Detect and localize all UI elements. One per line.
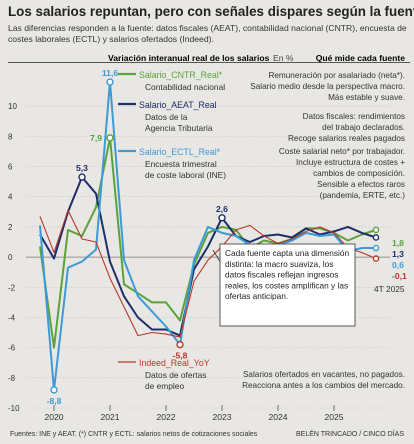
end-label-indeed: -0,1 [392,271,407,281]
page-title: Los salarios repuntan, pero con señales … [8,4,414,19]
column-unit-left: En % [273,53,294,63]
value-label: 11,6 [102,68,118,78]
y-tick-label: -8 [8,374,16,383]
value-marker [218,214,226,222]
y-tick-label: 8 [8,132,13,141]
period-label: 4T 2025 [374,284,405,294]
series-line-cntr [39,136,377,349]
x-tick-label: 2023 [212,412,231,422]
legend-desc-cntr: Contabilidad nacional [145,82,225,92]
value-marker [176,340,184,349]
y-tick-label: -6 [8,344,16,353]
y-tick-label: 6 [8,163,13,172]
x-tick-label: 2025 [324,412,343,422]
x-axis-ticks: 2020 2021 2022 2023 2024 2025 [44,405,344,422]
y-tick-label: 4 [8,193,13,202]
legend-name-aeat: Salario_AEAT_Real [139,100,217,110]
y-tick-label: 0 [8,253,13,262]
source-explanation-indeed: Reacciona antes a los cambios del mercad… [242,381,405,390]
value-label: 5,3 [76,163,88,173]
end-label-ectl: 0,6 [392,260,404,270]
source-explanation-indeed: Salarios ofertados en vacantes, no pagad… [243,370,405,379]
end-label-aeat: 1,3 [392,249,404,259]
source-explanation-aeat: Datos fiscales: rendimientos [303,112,405,121]
chart-value-markers: 11,6 7,9 5,3 2,6 -5,8 -8,8 1,81,30,6-0,1 [47,68,407,406]
end-marker-aeat [372,234,380,241]
end-marker-indeed [372,255,380,262]
annotation-text: Cada fuente capta una dimensióndistinta:… [225,248,349,301]
column-title-right: Qué mide cada fuente [316,53,406,63]
y-tick-label: 2 [8,223,13,232]
series-line-indeed [39,209,377,338]
legend-desc-aeat: Agencia Tributaria [145,123,213,133]
series-line-aeat [39,176,377,337]
legend-name-indeed: Indeed_Real_YoY [139,358,210,368]
value-label: 2,6 [216,204,228,214]
legend-desc-aeat: Datos de la [145,112,188,122]
legend-name-ectl: Salario_ECTL_Real* [139,147,221,157]
source-explanation-ectl: Sensible a efectos raros [317,180,405,189]
annotation-box [219,243,356,327]
source-explanation-aeat: del trabajo declarados. [322,123,405,132]
footer-sources: Fuentes: INE y AEAT. (*) CNTR y ECTL: sa… [10,431,258,438]
value-label: -8,8 [47,396,62,406]
end-marker-cntr [372,226,380,234]
x-tick-label: 2020 [44,412,63,422]
y-axis-ticks: -10 -8 -6 -4 -2 0 2 4 6 8 10 [8,102,20,413]
y-tick-label: -4 [8,313,16,322]
source-explanation-ectl: Incluye estructura de costes + [296,158,405,167]
value-label: -5,8 [173,351,188,361]
x-tick-label: 2021 [100,412,119,422]
header-divider [8,62,410,63]
value-marker [106,134,114,142]
value-marker [50,386,58,394]
chart-legend: Salario_CNTR_Real* Contabilidad nacional R… [118,70,405,391]
legend-desc-indeed: de empleo [145,381,184,391]
column-title-left: Variación interanual real de los salario… [108,53,270,63]
source-explanation-cntr: Salario medio desde la perspectiva macro… [250,82,405,91]
value-marker [106,78,114,86]
source-explanation-ectl: Coste salarial neto* por trabajador. [279,147,405,156]
page-subtitle: Las diferencias responden a la fuente: d… [8,23,407,44]
chart-series-lines [39,81,377,391]
legend-desc-ectl: Encuesta trimestral [145,159,217,169]
annotation-line: Cada fuente capta una dimensión [225,248,349,258]
end-marker-ectl [372,244,380,252]
y-tick-label: -2 [8,283,16,292]
annotation-line: reales, los costes amplifican y las [225,280,348,290]
source-explanation-ectl: cambios de composición. [313,169,405,178]
annotation-line: ofertas anticipan. [225,291,288,301]
footer-credit: BELÉN TRINCADO / CINCO DÍAS [296,429,404,438]
annotation-line: datos fiscales reflejan ingresos [225,270,338,280]
x-tick-label: 2022 [156,412,175,422]
value-marker [78,173,86,181]
legend-desc-indeed: Datos de ofertas [145,370,206,380]
annotation-line: distinta: la macro suaviza, los [225,259,333,269]
source-explanation-aeat: Recoge salarios reales pagados [288,134,405,143]
end-label-cntr: 1,8 [392,238,404,248]
value-label: 7,9 [90,133,102,143]
x-tick-label: 2024 [268,412,287,422]
source-explanation-cntr: Más estable y suave. [328,93,405,102]
source-explanation-ectl: (pandemia, ERTE, etc.) [320,191,406,200]
legend-desc-ectl: de coste laboral (INE) [145,170,226,180]
source-explanation-cntr: Remuneración por asalariado (neta*). [268,71,405,80]
series-line-ectl [39,81,376,391]
legend-name-cntr: Salario_CNTR_Real* [139,70,223,80]
y-tick-label: -10 [8,404,20,413]
y-tick-label: 10 [8,102,17,111]
